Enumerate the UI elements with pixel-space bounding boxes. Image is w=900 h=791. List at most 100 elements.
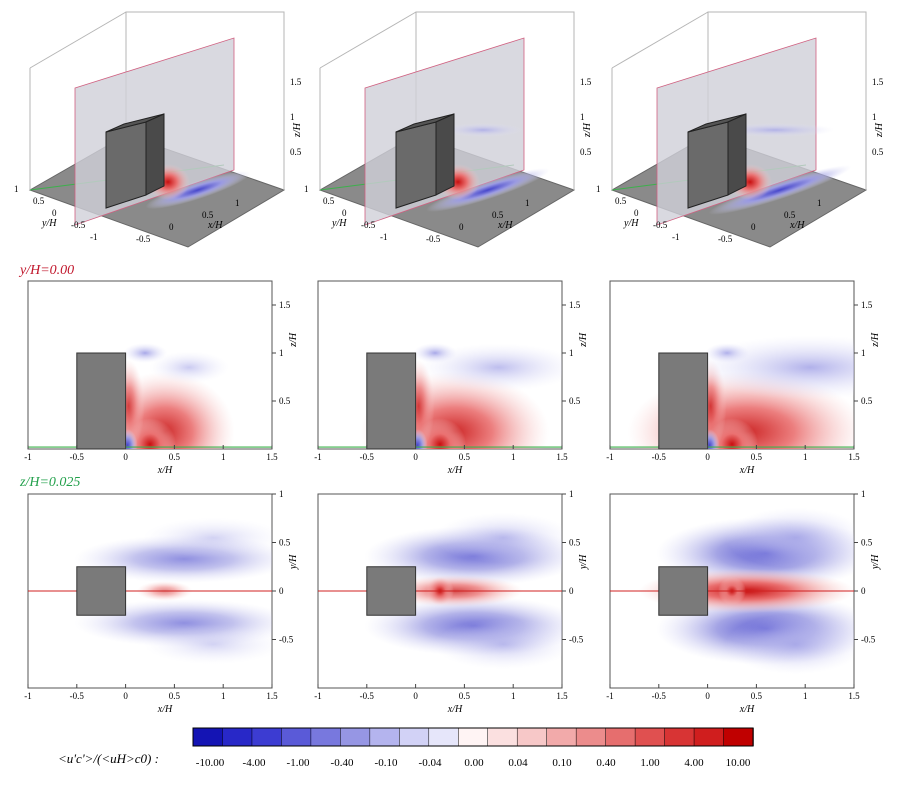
x-tick-label: 1: [235, 198, 240, 208]
y-tick-label: -1: [380, 232, 388, 242]
colorbar-swatch: [310, 727, 342, 747]
x-tick-label: -0.5: [136, 234, 151, 244]
colorbar-tick-label: 4.00: [684, 757, 704, 769]
x-tick-label: -0.5: [360, 452, 375, 462]
colorbar-swatch: [723, 727, 754, 747]
x-tick-label: 0.5: [202, 210, 214, 220]
colorbar-swatch: [281, 727, 312, 747]
x-tick-label: 0.5: [169, 452, 181, 462]
row-vertical-plane-panels: -1 -0.5 0 0.5 1 1.5 x/H 0.5 1 1.5 z/H -1 -0.5 0 0.5 1 1.…: [24, 280, 881, 476]
colorbar-tick-label: -0.10: [375, 757, 398, 769]
z-tick-label: 1: [290, 112, 295, 122]
ground-negative-streak: [708, 165, 852, 215]
frame-edge: [319, 11, 417, 69]
x-tick-label: -0.5: [70, 691, 85, 701]
colorbar-tick-label: -10.00: [196, 757, 225, 769]
row-horizontal-plane-panels: -1 -0.5 0 0.5 1 1.5 x/H -0.5 0 0.5 1 y/H -1 -0.5 0 0.5 1…: [24, 489, 881, 715]
colorbar-swatch: [575, 727, 607, 747]
y-axis-label: y/H: [288, 554, 299, 570]
colorbar-swatch: [516, 727, 548, 747]
y-tick-label: 0.5: [279, 396, 291, 406]
y-tick-label: 1: [569, 348, 574, 358]
x-axis-label: x/H: [447, 704, 463, 715]
vert-panel-1: -1 -0.5 0 0.5 1 1.5 x/H 0.5 1 1.5 z/H: [24, 280, 299, 476]
obstacle-block: [658, 566, 709, 616]
y-tick-label: 0: [342, 208, 347, 218]
x-tick-label: -0.5: [652, 452, 667, 462]
x-tick-label: -1: [314, 691, 322, 701]
obstacle-front-face: [687, 121, 729, 209]
x-tick-label: -1: [606, 452, 614, 462]
colorbar-swatch: [251, 727, 283, 747]
outer-lower-negative: [143, 624, 272, 665]
colorbar-swatch: [369, 727, 401, 747]
x-tick-label: 1.5: [556, 691, 568, 701]
colorbar-swatch: [605, 727, 636, 747]
z-axis-label: z/H: [874, 122, 885, 138]
y-tick-label: 0: [861, 586, 866, 596]
y-tick-label: -1: [672, 232, 680, 242]
section-label-vertical: y/H=0.00: [18, 263, 74, 278]
x-tick-label: 1.5: [266, 452, 278, 462]
x-tick-label: 0.5: [751, 691, 763, 701]
x-tick-label: 1: [817, 198, 822, 208]
3d-panel-1: 0.5 1 1.5 z/H -0.5 0 0.5 1 x/H 1 0.5 0 -0.5 -1 y/H: [14, 11, 303, 248]
obstacle-front-face: [105, 121, 147, 209]
x-tick-label: 0: [413, 691, 418, 701]
y-tick-label: -1: [90, 232, 98, 242]
y-tick-label: 0: [569, 586, 574, 596]
upper-negative: [443, 123, 523, 137]
obstacle-side-face: [727, 113, 747, 196]
y-tick-label: 0.5: [569, 396, 581, 406]
vert-panel-3: -1 -0.5 0 0.5 1 1.5 x/H 0.5 1 1.5 z/H: [606, 280, 881, 476]
x-axis-label: x/H: [207, 220, 223, 231]
x-tick-label: -1: [314, 452, 322, 462]
obstacle-block: [366, 566, 417, 616]
y-tick-label: -0.5: [279, 635, 294, 645]
colorbar-swatch: [664, 727, 695, 747]
obstacle-block: [76, 566, 127, 616]
z-tick-label: 1: [872, 112, 877, 122]
colorbar-tick-label: 0.04: [508, 757, 528, 769]
obstacle-side-face: [435, 113, 455, 196]
y-tick-label: 1.5: [861, 300, 873, 310]
x-tick-label: 1: [511, 691, 516, 701]
colorbar-label: <u'c'>/(<uH>c0) :: [58, 751, 159, 766]
y-tick-label: 1: [861, 348, 866, 358]
z-tick-label: 1.5: [872, 77, 884, 87]
x-tick-label: 0: [413, 452, 418, 462]
obstacle-block: [76, 352, 127, 450]
x-tick-label: -0.5: [70, 452, 85, 462]
x-axis-label: x/H: [739, 704, 755, 715]
x-tick-label: 1.5: [848, 691, 860, 701]
y-tick-label: 1: [14, 184, 19, 194]
z-tick-label: 1.5: [290, 77, 302, 87]
z-axis-label: z/H: [582, 122, 593, 138]
x-tick-label: 1: [803, 452, 808, 462]
x-tick-label: -0.5: [426, 234, 441, 244]
bounding-frame: [415, 11, 575, 190]
colorbar-swatch: [192, 727, 224, 747]
y-tick-label: -0.5: [361, 220, 376, 230]
colorbar-tick-label: 0.10: [552, 757, 572, 769]
x-tick-label: -0.5: [652, 691, 667, 701]
y-axis-label: z/H: [288, 332, 299, 348]
x-axis-label: x/H: [739, 465, 755, 476]
x-axis-label: x/H: [447, 465, 463, 476]
bounding-frame: [125, 11, 285, 190]
colorbar-tick-label: -4.00: [243, 757, 266, 769]
row-3d-panels: 0.5 1 1.5 z/H -0.5 0 0.5 1 x/H 1 0.5 0 -0.5 -1 y/H 0.5 1…: [14, 11, 885, 248]
vert-panel-2: -1 -0.5 0 0.5 1 1.5 x/H 0.5 1 1.5 z/H: [314, 280, 589, 476]
y-tick-label: -0.5: [569, 635, 584, 645]
x-tick-label: 1: [525, 198, 530, 208]
y-tick-label: -0.5: [653, 220, 668, 230]
z-axis-label: z/H: [292, 122, 303, 138]
x-tick-label: 0.5: [459, 452, 471, 462]
x-tick-label: 0: [705, 691, 710, 701]
x-tick-label: -0.5: [360, 691, 375, 701]
colorbar-tick-label: 0.00: [464, 757, 484, 769]
y-tick-label: 1: [596, 184, 601, 194]
y-tick-label: 0.5: [861, 396, 873, 406]
y-axis-label: y/H: [578, 554, 589, 570]
x-tick-label: 0.5: [751, 452, 763, 462]
